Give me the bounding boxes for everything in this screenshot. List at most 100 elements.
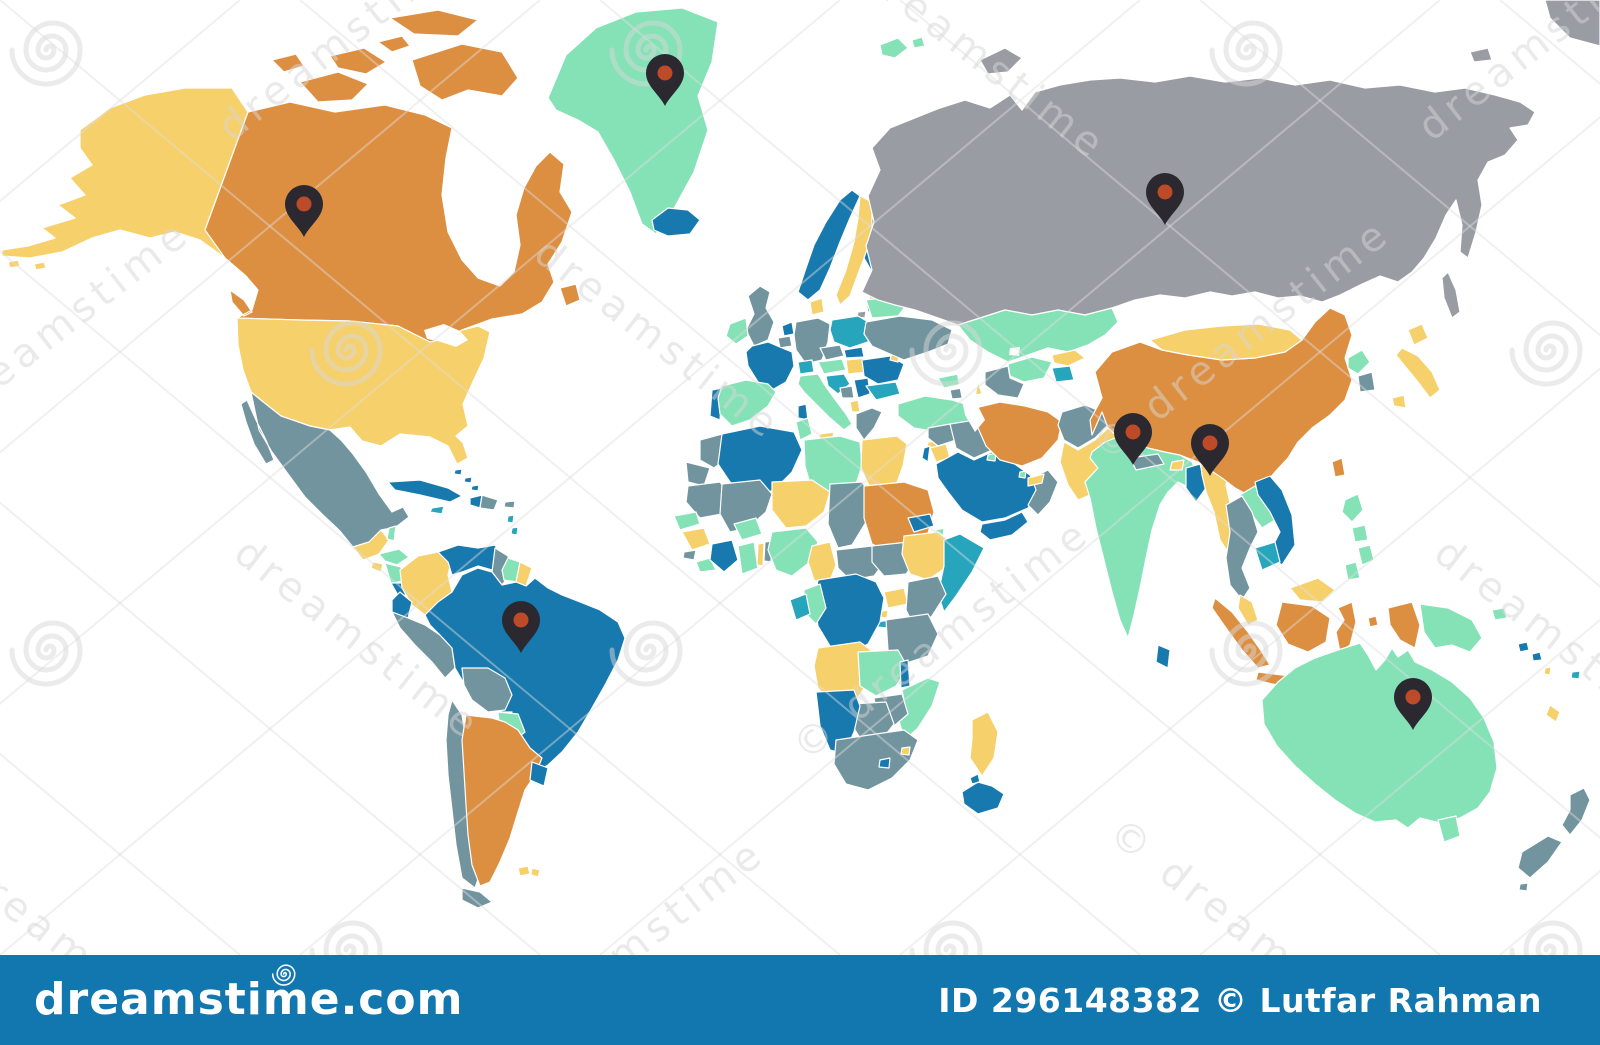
- dreamstime-logo-text: dreamstime.com: [34, 974, 464, 1025]
- region-dominican-republic: [479, 494, 499, 511]
- watermark-line: [0, 0, 241, 203]
- region-qatar: [1018, 470, 1027, 479]
- region-burkina-faso: [733, 517, 763, 541]
- watermark-line: [0, 250, 841, 955]
- watermark-line: [899, 367, 1600, 955]
- region-north-korea: [1347, 349, 1371, 375]
- region-alaska: [1, 87, 256, 277]
- map-pin-dot: [657, 65, 673, 81]
- region-bolivia: [461, 667, 513, 713]
- region-iceland: [651, 207, 701, 237]
- region-falklands: [517, 865, 541, 878]
- region-zambia: [857, 649, 909, 697]
- region-tajikistan: [1051, 365, 1075, 383]
- region-bulgaria: [865, 381, 901, 401]
- map-pin-dot: [1157, 184, 1173, 200]
- footer-bar: dreamstime.com ID 296148382 © Lutfar Rah…: [0, 955, 1600, 1045]
- region-ethiopia: [901, 531, 957, 581]
- map-pin-india: [1114, 413, 1152, 465]
- watermark-line: [0, 0, 1141, 955]
- map-pin-dot: [1202, 435, 1218, 451]
- region-eswatini: [900, 746, 911, 756]
- pins-layer: [285, 54, 1432, 730]
- region-south-africa: [833, 729, 919, 791]
- region-cuba: [387, 479, 463, 503]
- region-belize: [386, 525, 397, 542]
- region-slovakia: [843, 346, 865, 359]
- region-turkmenistan: [984, 365, 1025, 399]
- region-ivory-coast: [709, 539, 739, 573]
- region-nigeria: [767, 527, 819, 577]
- region-kazakhstan: [957, 307, 1119, 363]
- region-gabon: [789, 593, 811, 621]
- watermark-line: [0, 0, 541, 454]
- watermark-spiral-icon: [912, 923, 980, 955]
- region-vanuatu: [1543, 666, 1552, 676]
- region-romania: [861, 355, 905, 385]
- dreamstime-spiral-icon: [272, 963, 297, 987]
- watermark-text: © dreamstime: [1100, 809, 1416, 955]
- region-senegal: [673, 511, 701, 531]
- region-jamaica: [429, 505, 445, 515]
- region-bosnia: [839, 385, 855, 399]
- region-cambodia: [1254, 541, 1281, 571]
- region-uruguay: [529, 761, 549, 787]
- region-ghana: [737, 541, 759, 575]
- map-pin-brazil: [502, 601, 540, 653]
- watermark-line: [299, 0, 1441, 955]
- region-niger: [771, 479, 831, 529]
- region-fiji: [1570, 670, 1581, 680]
- map-pin-bangladesh: [1191, 424, 1229, 476]
- region-egypt: [860, 435, 908, 491]
- region-syria: [927, 423, 957, 447]
- region-greece: [855, 407, 883, 441]
- region-western-sahara: [685, 461, 711, 487]
- region-mexico: [240, 391, 410, 548]
- region-yemen: [979, 511, 1029, 541]
- region-thailand: [1225, 495, 1259, 601]
- watermark-spiral-icon: [12, 23, 80, 84]
- region-uae: [1027, 473, 1045, 487]
- region-honduras: [378, 548, 410, 566]
- map-pin-dot: [1405, 689, 1421, 705]
- region-dr-congo: [813, 573, 885, 655]
- region-germany: [793, 317, 831, 365]
- watermark-line: [0, 0, 1141, 955]
- region-serbia: [853, 377, 871, 399]
- region-philippines: [1341, 493, 1375, 581]
- region-israel: [921, 445, 931, 463]
- region-poland: [829, 315, 873, 349]
- map-pin-canada: [285, 185, 323, 237]
- region-tasmania: [1437, 815, 1461, 843]
- watermark-line: [0, 752, 241, 955]
- watermark-spiral-icon: [312, 923, 380, 955]
- region-taiwan: [1331, 457, 1346, 478]
- region-togo: [756, 542, 765, 567]
- region-lesser-antilles: [506, 514, 519, 536]
- watermark-line: [0, 0, 841, 705]
- watermark-spiral-icon: [1512, 923, 1580, 955]
- region-netherlands: [781, 321, 795, 337]
- watermark-spiral-icon: [12, 623, 80, 684]
- region-france: [745, 341, 795, 391]
- region-chad: [827, 481, 873, 549]
- region-new-zealand: [1517, 787, 1591, 892]
- watermark-text: © dreamstime: [0, 809, 216, 955]
- watermark-line: [1199, 618, 1600, 955]
- region-nepal: [1129, 453, 1165, 471]
- region-mongolia: [1149, 323, 1303, 361]
- region-uganda: [883, 587, 909, 609]
- region-russia: [861, 0, 1600, 326]
- region-el-salvador: [370, 561, 384, 573]
- region-tunisia: [795, 417, 813, 441]
- region-kerguelen: [961, 773, 1005, 815]
- watermark-line: [299, 0, 1441, 955]
- region-vietnam: [1254, 475, 1296, 566]
- region-denmark: [809, 297, 825, 316]
- image-credit: ID 296148382 © Lutfar Rahman: [938, 980, 1542, 1020]
- watermark-line: [899, 0, 1600, 588]
- region-belgium: [777, 335, 793, 349]
- region-somalia: [937, 533, 985, 613]
